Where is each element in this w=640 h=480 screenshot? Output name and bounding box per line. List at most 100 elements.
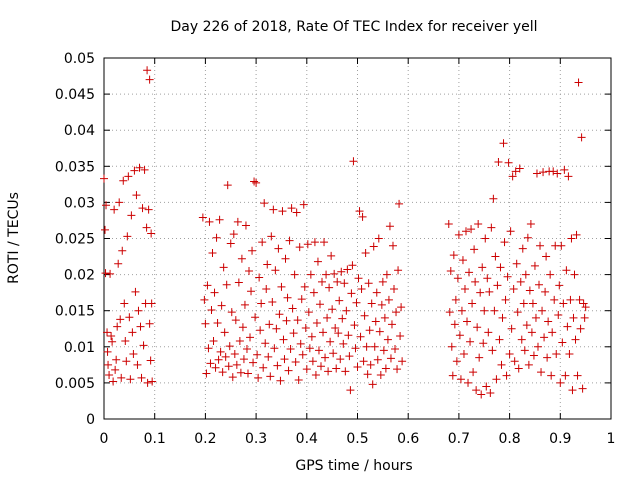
data-point <box>478 263 487 272</box>
data-point <box>281 254 290 263</box>
data-point <box>302 365 311 374</box>
data-point <box>394 266 403 275</box>
data-point <box>504 158 513 167</box>
data-point <box>321 353 330 362</box>
data-point <box>267 232 276 241</box>
data-point <box>334 329 343 338</box>
data-point <box>502 371 511 380</box>
data-point <box>544 317 553 326</box>
data-point <box>287 204 296 213</box>
data-point <box>452 357 461 366</box>
data-point <box>218 368 227 377</box>
data-point <box>535 280 544 289</box>
data-point <box>347 289 356 298</box>
data-point <box>126 375 135 384</box>
data-point <box>474 220 483 229</box>
data-point <box>367 299 376 308</box>
data-point <box>397 303 406 312</box>
data-point <box>256 326 265 335</box>
data-point <box>271 266 280 275</box>
data-point <box>374 234 383 243</box>
data-point <box>567 234 576 243</box>
data-point <box>132 191 141 200</box>
data-point <box>210 288 219 297</box>
data-point <box>531 313 540 322</box>
data-point <box>114 259 123 268</box>
data-point <box>577 133 586 142</box>
data-point <box>343 265 352 274</box>
data-point <box>460 285 469 294</box>
data-point <box>355 207 364 216</box>
data-point <box>100 174 108 183</box>
data-point <box>580 313 589 322</box>
data-point <box>249 358 258 367</box>
data-point <box>532 169 541 178</box>
data-point <box>522 321 531 330</box>
data-point <box>375 327 384 336</box>
data-point <box>524 360 533 369</box>
data-point <box>383 335 392 344</box>
data-point <box>473 323 482 332</box>
data-point <box>533 342 542 351</box>
data-point <box>455 331 464 340</box>
data-point <box>520 346 529 355</box>
data-point <box>229 230 238 239</box>
data-point <box>108 337 117 346</box>
x-tick-label: 1 <box>607 431 616 447</box>
data-point <box>322 270 331 279</box>
data-point <box>568 386 577 395</box>
data-point <box>139 341 148 350</box>
data-point <box>550 295 559 304</box>
data-point <box>215 215 224 224</box>
data-point <box>294 376 303 385</box>
data-point <box>528 299 537 308</box>
data-point <box>454 230 463 239</box>
data-point <box>357 285 366 294</box>
data-point <box>468 299 477 308</box>
data-point <box>323 313 332 322</box>
data-point <box>552 350 561 359</box>
data-point <box>523 233 532 242</box>
data-point <box>446 266 455 275</box>
data-point <box>214 355 223 364</box>
data-point <box>300 282 309 291</box>
data-point <box>538 306 547 315</box>
x-tick-label: 0.4 <box>296 431 318 447</box>
data-point <box>295 243 304 252</box>
y-axis-label: ROTI / TECUs <box>6 192 22 284</box>
data-point <box>512 259 521 268</box>
data-point <box>247 287 256 296</box>
data-point <box>269 205 278 214</box>
data-point <box>203 281 212 290</box>
data-point <box>470 245 479 254</box>
data-point <box>576 324 585 333</box>
data-point <box>239 355 248 364</box>
x-tick-label: 0.3 <box>245 431 267 447</box>
data-point <box>379 346 388 355</box>
data-point <box>490 306 499 315</box>
x-tick-label: 0.9 <box>549 431 571 447</box>
data-point <box>107 331 116 340</box>
data-point <box>225 342 234 351</box>
y-tick-label: 0.045 <box>55 87 95 103</box>
data-point <box>251 313 260 322</box>
data-point <box>330 269 339 278</box>
x-tick-label: 0.8 <box>498 431 520 447</box>
data-point <box>337 267 346 276</box>
data-point <box>519 299 528 308</box>
data-point <box>499 139 508 148</box>
data-point <box>113 322 122 331</box>
data-point <box>481 234 490 243</box>
data-point <box>138 204 147 213</box>
data-point <box>341 367 350 376</box>
data-point <box>345 352 354 361</box>
x-tick-label: 0.7 <box>448 431 470 447</box>
data-point <box>459 350 468 359</box>
data-point <box>489 194 498 203</box>
data-point <box>112 355 121 364</box>
data-point <box>198 213 207 222</box>
data-point <box>106 269 115 278</box>
data-point <box>365 326 374 335</box>
data-point <box>536 241 545 250</box>
data-point <box>325 283 334 292</box>
